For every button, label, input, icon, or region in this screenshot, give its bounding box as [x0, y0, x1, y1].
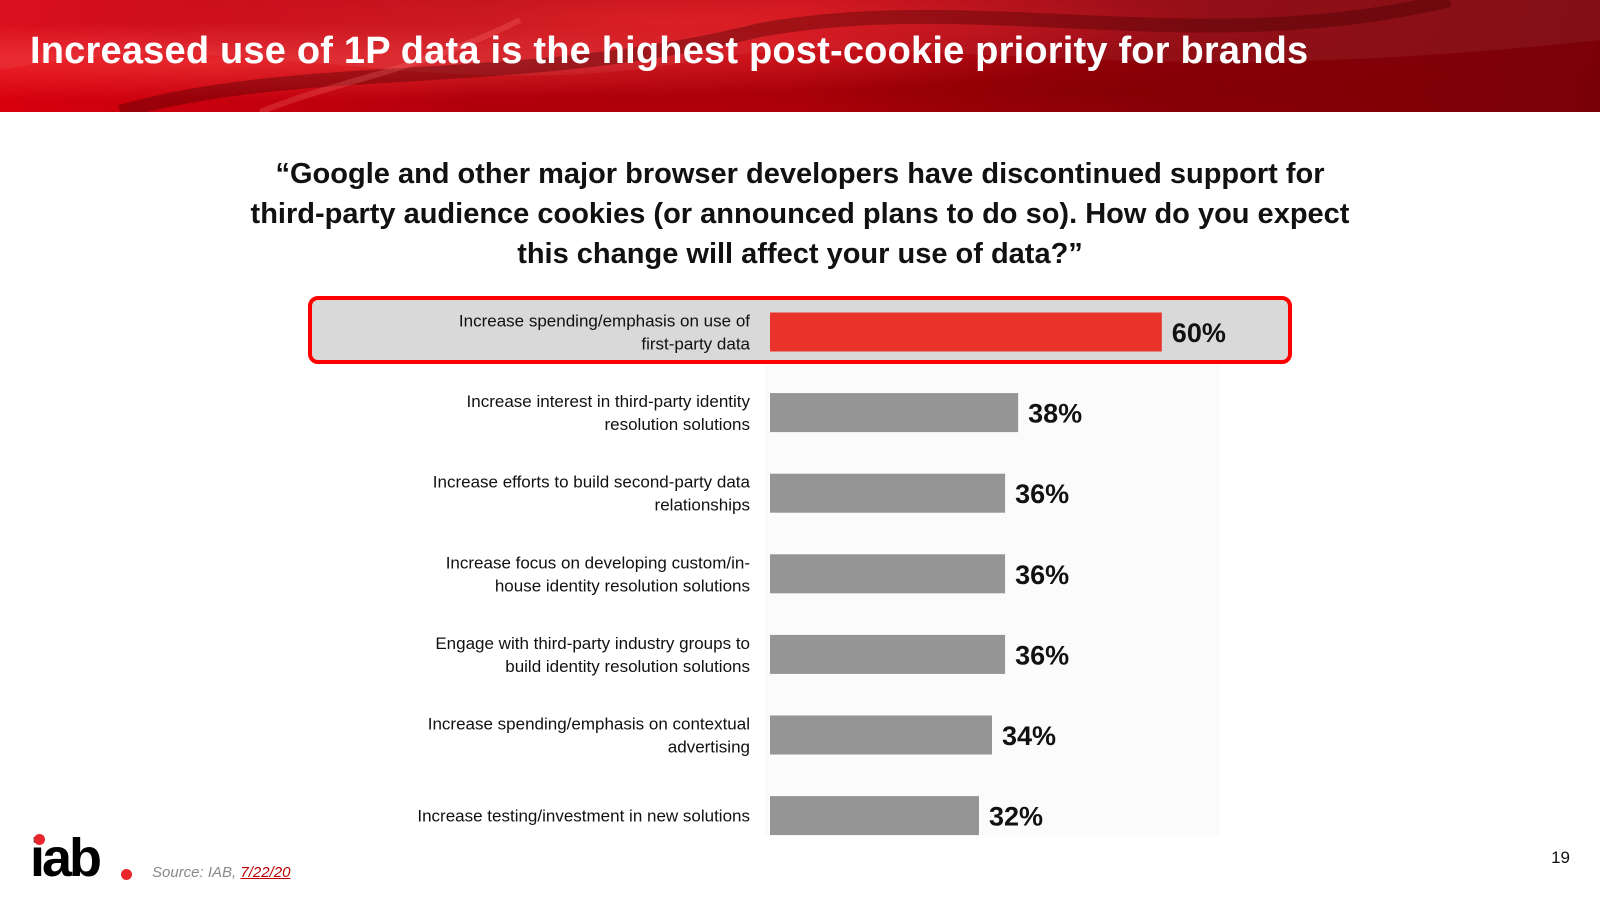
iab-logo: iab — [30, 830, 132, 886]
source-note: Source: IAB, 7/22/20 — [152, 864, 290, 881]
value-label-0: 60% — [1172, 318, 1226, 348]
bar-5 — [770, 715, 993, 755]
category-label-3-line-0: Increase focus on developing custom/in- — [446, 553, 750, 572]
category-label-5-line-0: Increase spending/emphasis on contextual — [428, 715, 750, 734]
bar-3 — [770, 554, 1006, 594]
value-label-5: 34% — [1002, 721, 1056, 751]
source-prefix: Source: IAB, — [152, 864, 241, 881]
page-number: 19 — [1551, 848, 1570, 867]
category-label-2-line-0: Increase efforts to build second-party d… — [433, 473, 751, 492]
category-label-6-line-0: Increase testing/investment in new solut… — [417, 807, 750, 826]
bar-6 — [770, 796, 979, 836]
category-label-1-line-1: resolution solutions — [604, 415, 750, 434]
category-label-4-line-1: build identity resolution solutions — [505, 657, 750, 676]
source-date-link[interactable]: 7/22/20 — [240, 864, 291, 881]
value-label-3: 36% — [1015, 560, 1069, 590]
value-label-4: 36% — [1015, 640, 1069, 670]
category-label-3-line-1: house identity resolution solutions — [495, 576, 750, 595]
header-band — [0, 0, 1600, 112]
category-label-5-line-1: advertising — [668, 738, 750, 757]
bar-2 — [770, 473, 1006, 513]
slide-title: Increased use of 1P data is the highest … — [30, 30, 1309, 72]
value-label-2: 36% — [1015, 479, 1069, 509]
survey-question: “Google and other major browser develope… — [250, 158, 1350, 270]
category-label-0-line-1: first-party data — [641, 335, 750, 354]
logo-dot-end — [121, 869, 132, 880]
logo-dot-i — [34, 834, 45, 845]
category-label-1-line-0: Increase interest in third-party identit… — [467, 392, 751, 411]
category-label-0-line-0: Increase spending/emphasis on use of — [459, 312, 750, 331]
value-label-6: 32% — [989, 802, 1043, 832]
category-label-4-line-0: Engage with third-party industry groups … — [435, 634, 750, 653]
value-label-1: 38% — [1028, 399, 1082, 429]
bar-1 — [770, 393, 1019, 433]
category-label-2-line-1: relationships — [655, 496, 750, 515]
bar-0 — [770, 312, 1162, 352]
bar-4 — [770, 634, 1006, 674]
